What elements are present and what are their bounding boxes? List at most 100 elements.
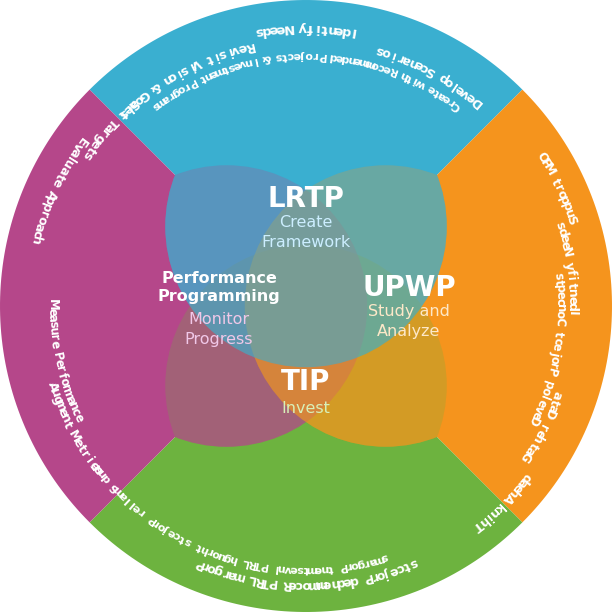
Text: a: a [55, 163, 71, 177]
Text: e: e [70, 412, 86, 425]
Text: T: T [259, 574, 270, 589]
Circle shape [86, 165, 367, 447]
Text: r: r [546, 362, 560, 370]
Text: r: r [78, 449, 92, 461]
Text: I: I [252, 55, 258, 65]
Text: o: o [34, 214, 48, 226]
Text: t: t [548, 177, 562, 188]
Text: a: a [544, 401, 559, 414]
Text: a: a [32, 221, 47, 233]
Text: e: e [314, 564, 322, 574]
Text: e: e [533, 397, 548, 409]
Text: e: e [532, 426, 548, 440]
Text: P: P [338, 561, 347, 572]
Text: t: t [282, 51, 288, 61]
Text: t: t [61, 419, 75, 430]
Circle shape [245, 165, 526, 447]
Text: c: c [30, 228, 45, 239]
Text: r: r [551, 183, 565, 194]
Text: y: y [562, 261, 576, 271]
Text: r: r [151, 517, 162, 528]
Text: P: P [537, 157, 553, 171]
Text: G: G [517, 449, 534, 465]
Text: t: t [552, 279, 565, 286]
Text: T: T [470, 518, 485, 534]
Text: o: o [370, 59, 381, 71]
Text: p: p [40, 195, 56, 207]
Text: LRTP: LRTP [267, 185, 345, 213]
Text: o: o [538, 385, 553, 397]
Text: e: e [322, 577, 331, 591]
Text: e: e [388, 562, 400, 578]
Text: h: h [529, 432, 545, 446]
Text: h: h [28, 234, 43, 246]
Text: t: t [84, 143, 98, 155]
Text: t: t [547, 397, 562, 407]
Text: t: t [432, 86, 442, 97]
Circle shape [245, 165, 526, 447]
Text: e: e [51, 358, 65, 368]
Text: c: c [376, 61, 386, 72]
Text: t: t [116, 106, 129, 120]
Text: k: k [490, 500, 506, 515]
Text: d: d [340, 23, 351, 37]
Text: a: a [400, 51, 412, 67]
Text: t: t [526, 439, 540, 451]
Text: D: D [468, 93, 485, 110]
Text: r: r [165, 89, 175, 101]
Text: r: r [200, 558, 211, 573]
Text: r: r [447, 96, 457, 108]
Text: v: v [70, 140, 85, 154]
Text: e: e [556, 233, 571, 244]
Text: n: n [347, 54, 356, 65]
Text: a: a [367, 555, 377, 567]
Text: g: g [170, 86, 181, 98]
Text: t: t [303, 564, 308, 574]
Text: e: e [54, 406, 70, 419]
Text: t: t [178, 533, 187, 544]
Text: o: o [56, 376, 71, 387]
Text: i: i [315, 21, 319, 34]
Text: N: N [559, 245, 574, 258]
Text: s: s [226, 61, 236, 72]
Text: a: a [118, 489, 130, 502]
Text: e: e [335, 52, 344, 63]
Text: n: n [326, 22, 337, 35]
Text: UPWP: UPWP [362, 274, 455, 302]
Text: e: e [453, 81, 468, 97]
Text: e: e [334, 23, 344, 37]
Text: r: r [370, 569, 379, 583]
Text: c: c [553, 298, 567, 305]
Text: s: s [407, 556, 419, 570]
Text: e: e [120, 101, 135, 116]
Text: i: i [185, 59, 195, 73]
Text: e: e [528, 408, 543, 421]
Text: u: u [561, 207, 577, 220]
Text: j: j [384, 565, 391, 579]
Text: a: a [513, 475, 529, 490]
Text: t: t [74, 443, 88, 455]
Text: t: t [204, 51, 214, 65]
Circle shape [165, 86, 447, 367]
Text: m: m [51, 398, 68, 414]
Text: A: A [45, 380, 60, 394]
Text: n: n [485, 504, 501, 520]
Text: m: m [313, 577, 327, 591]
Text: c: c [295, 578, 303, 591]
Text: e: e [441, 92, 453, 105]
Text: t: t [321, 21, 327, 35]
Text: d: d [329, 51, 338, 62]
Text: h: h [398, 69, 409, 81]
Text: a: a [125, 96, 140, 111]
Text: e: e [70, 436, 86, 450]
Text: TIP: TIP [282, 368, 330, 397]
Text: e: e [268, 23, 278, 37]
Text: e: e [88, 136, 103, 151]
Text: s: s [116, 106, 130, 121]
Text: n: n [65, 400, 80, 412]
Text: s: s [90, 465, 105, 478]
Text: P: P [185, 76, 197, 89]
Text: p: p [553, 284, 566, 293]
Text: e: e [236, 40, 247, 55]
Text: c: c [551, 336, 564, 345]
